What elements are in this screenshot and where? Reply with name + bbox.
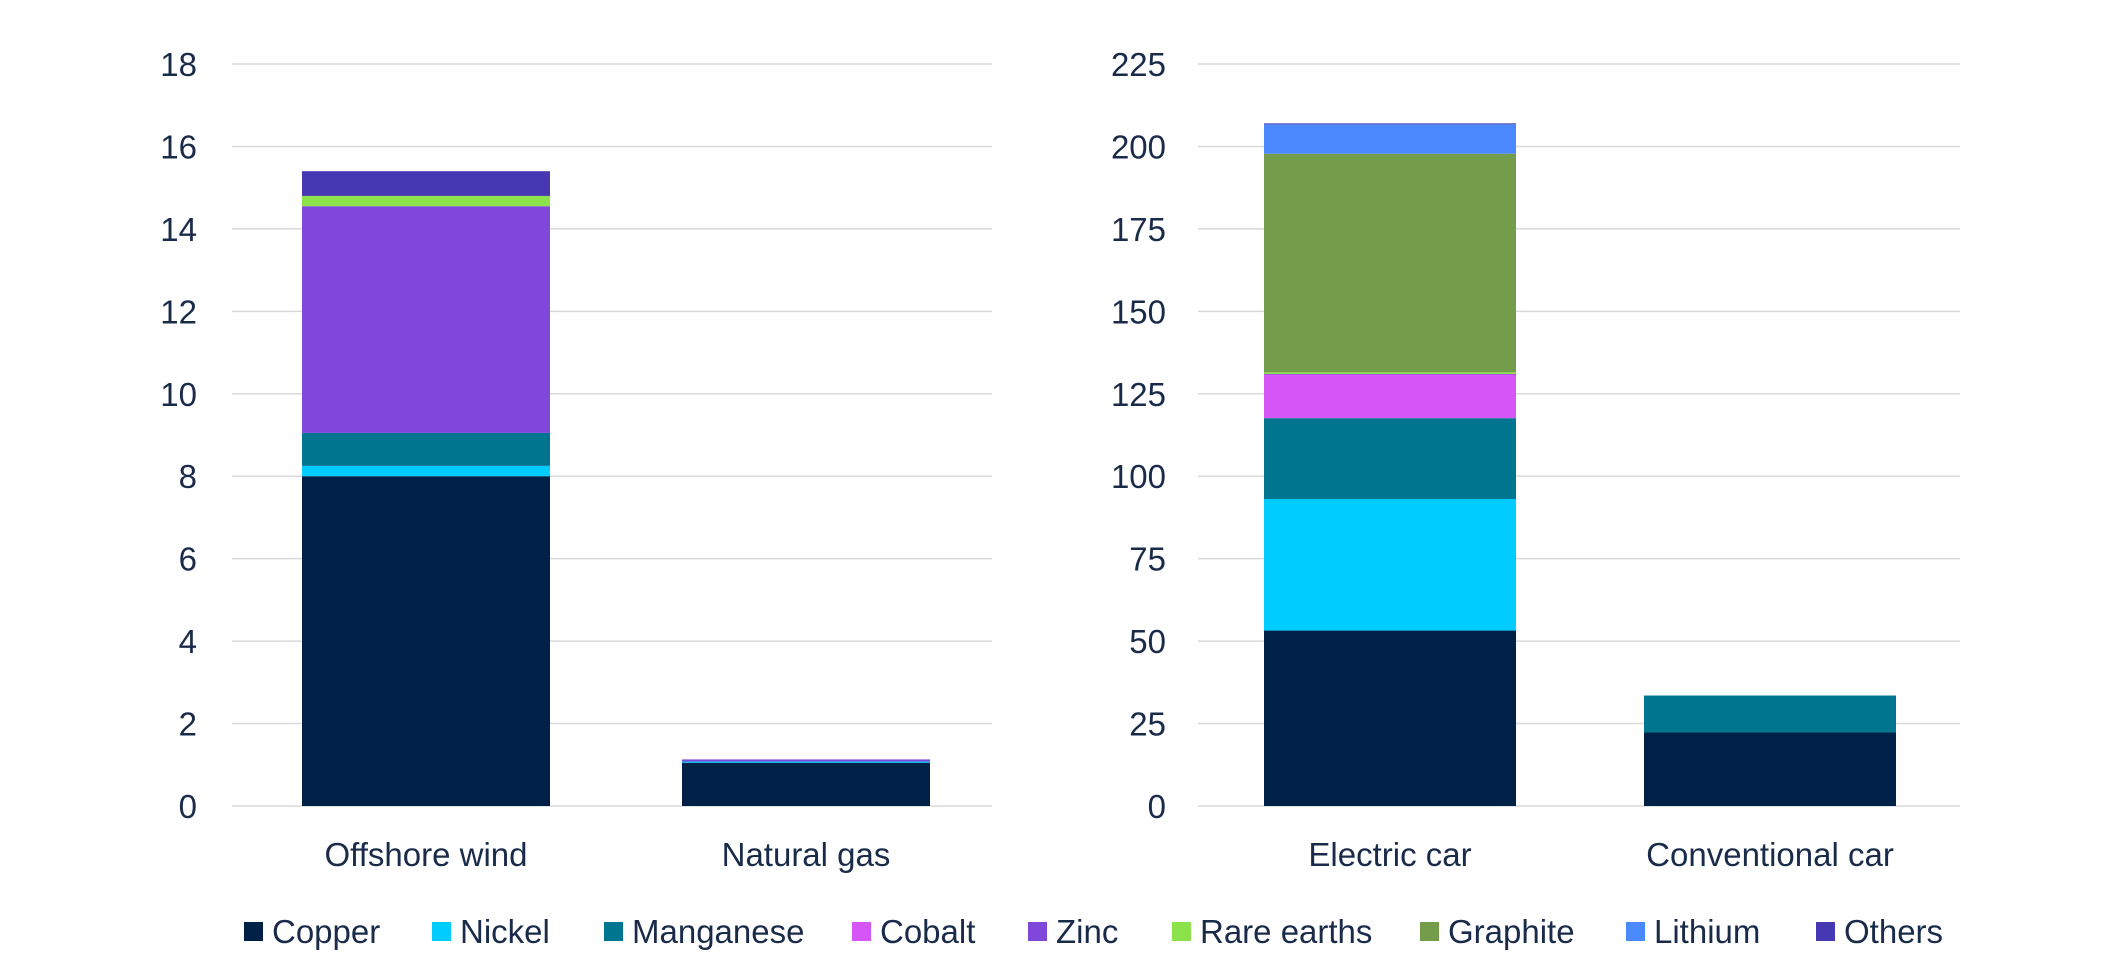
- y-tick-label: 12: [160, 293, 197, 330]
- legend-swatch: [1172, 922, 1191, 941]
- bar-segment-lithium: [1264, 124, 1516, 154]
- x-category-label: Electric car: [1308, 836, 1471, 873]
- bar-segment-rare-earths: [1264, 372, 1516, 374]
- x-category-label: Offshore wind: [325, 836, 528, 873]
- x-category-label: Conventional car: [1646, 836, 1894, 873]
- legend-label: Cobalt: [880, 913, 975, 950]
- legend-swatch: [604, 922, 623, 941]
- y-tick-label: 0: [179, 788, 197, 825]
- y-tick-label: 75: [1129, 541, 1166, 578]
- legend-swatch: [1626, 922, 1645, 941]
- y-tick-label: 175: [1111, 211, 1166, 248]
- y-tick-label: 125: [1111, 376, 1166, 413]
- legend-label: Rare earths: [1200, 913, 1372, 950]
- y-tick-label: 6: [179, 541, 197, 578]
- legend-label: Copper: [272, 913, 380, 950]
- legend-label: Lithium: [1654, 913, 1760, 950]
- bar-segment-rare-earths: [302, 195, 550, 207]
- legend-label: Others: [1844, 913, 1943, 950]
- bar-segment-zinc: [682, 759, 930, 762]
- legend-swatch: [1420, 922, 1439, 941]
- legend-label: Graphite: [1448, 913, 1575, 950]
- bar-segment-manganese: [302, 432, 550, 466]
- bar-segment-cobalt: [1264, 374, 1516, 419]
- bar-segment-nickel: [682, 761, 930, 763]
- bar-segment-graphite: [1264, 153, 1516, 373]
- legend-label: Zinc: [1056, 913, 1118, 950]
- y-tick-label: 18: [160, 46, 197, 83]
- x-category-label: Natural gas: [722, 836, 891, 873]
- y-tick-label: 8: [179, 458, 197, 495]
- legend-label: Manganese: [632, 913, 804, 950]
- y-tick-label: 225: [1111, 46, 1166, 83]
- bar-segment-copper: [302, 476, 550, 806]
- y-tick-label: 150: [1111, 293, 1166, 330]
- legend-swatch: [1028, 922, 1047, 941]
- y-tick-label: 25: [1129, 706, 1166, 743]
- bar-segment-copper: [1264, 630, 1516, 806]
- bar-segment-zinc: [302, 206, 550, 433]
- chart-panel-left: 0 2 4 6 8 10 12 14 16 18 Offshore wind Natural gas: [160, 46, 992, 873]
- y-tick-label: 50: [1129, 623, 1166, 660]
- bar-segment-nickel: [1264, 498, 1516, 631]
- bar-segment-zinc: [1264, 373, 1516, 375]
- y-tick-label: 4: [179, 623, 197, 660]
- chart-panel-right: 0 25 50 75 100 125 150 175 200 225 Electric car Con…: [1111, 46, 1960, 873]
- legend-swatch: [1816, 922, 1835, 941]
- bar-segment-copper: [1644, 732, 1896, 806]
- y-tick-label: 0: [1148, 788, 1166, 825]
- y-tick-label: 14: [160, 211, 197, 248]
- legend: Copper Nickel Manganese Cobalt Zinc Rare eart…: [244, 913, 1943, 950]
- legend-swatch: [852, 922, 871, 941]
- legend-swatch: [244, 922, 263, 941]
- bar-segment-manganese: [1644, 695, 1896, 733]
- bar-segment-nickel: [302, 465, 550, 477]
- y-tick-label: 2: [179, 706, 197, 743]
- y-tick-label: 200: [1111, 128, 1166, 165]
- y-tick-label: 16: [160, 128, 197, 165]
- bar-segment-others: [302, 171, 550, 196]
- bar-segment-others: [1264, 123, 1516, 125]
- legend-swatch: [432, 922, 451, 941]
- bar-segment-manganese: [1264, 418, 1516, 499]
- bar-segment-copper: [682, 762, 930, 806]
- y-tick-label: 10: [160, 376, 197, 413]
- y-tick-label: 100: [1111, 458, 1166, 495]
- legend-label: Nickel: [460, 913, 550, 950]
